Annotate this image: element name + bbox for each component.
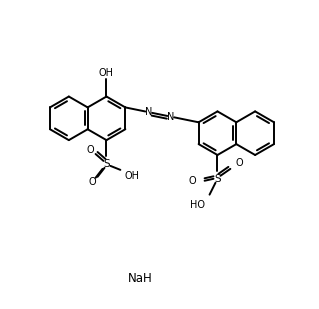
Text: NaH: NaH [128, 272, 152, 286]
Text: S: S [103, 159, 110, 169]
Text: N: N [167, 112, 174, 122]
Text: OH: OH [99, 68, 114, 78]
Text: OH: OH [125, 171, 140, 181]
Text: O: O [189, 176, 197, 186]
Text: O: O [87, 145, 94, 155]
Text: S: S [214, 174, 221, 184]
Text: N: N [145, 107, 152, 117]
Text: O: O [235, 158, 243, 168]
Text: HO: HO [190, 200, 205, 210]
Text: O: O [89, 177, 96, 187]
